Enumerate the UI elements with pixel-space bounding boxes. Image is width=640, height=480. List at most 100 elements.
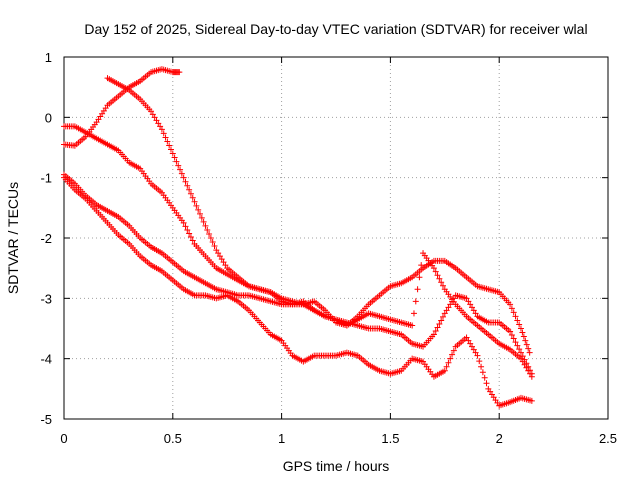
data-point (182, 178, 189, 185)
data-point (195, 206, 202, 213)
data-point (177, 166, 184, 173)
data-point (478, 363, 485, 370)
data-point (149, 111, 156, 118)
data-point (410, 310, 417, 317)
data-point (523, 364, 530, 371)
data-point (512, 339, 519, 346)
data-point (204, 226, 211, 233)
data-point (510, 309, 517, 316)
data-point (441, 310, 448, 317)
data-point (220, 259, 227, 266)
data-point (470, 307, 477, 314)
data-point (216, 253, 223, 260)
data-point (164, 138, 171, 145)
data-point (528, 397, 535, 404)
data-point (463, 334, 470, 341)
data-point (202, 222, 209, 229)
data-point (211, 243, 218, 250)
data-point (438, 317, 445, 324)
data-point (441, 367, 448, 374)
x-tick-label: 0.5 (164, 431, 182, 446)
data-point (166, 142, 173, 149)
data-point (516, 346, 523, 353)
data-point (162, 134, 169, 141)
data-point (434, 272, 441, 279)
data-point (180, 219, 187, 226)
data-point (510, 335, 517, 342)
chart-title: Day 152 of 2025, Sidereal Day-to-day VTE… (84, 21, 587, 37)
series-track-3 (61, 123, 535, 377)
data-point (525, 367, 532, 374)
data-point (526, 349, 533, 356)
data-point (523, 341, 530, 348)
data-point (507, 301, 514, 308)
data-point (517, 349, 524, 356)
data-point (184, 226, 191, 233)
data-point (176, 69, 183, 76)
data-point (514, 342, 521, 349)
data-point (148, 108, 155, 115)
series-track-4 (61, 171, 535, 380)
y-tick-label: -4 (40, 352, 52, 367)
data-point (439, 282, 446, 289)
data-point (416, 274, 423, 281)
y-tick-label: -1 (40, 171, 52, 186)
data-point (409, 322, 416, 329)
data-point (474, 352, 481, 359)
data-point (412, 298, 419, 305)
data-point (469, 343, 475, 350)
data-point (517, 325, 524, 332)
data-point (193, 202, 200, 209)
data-point (443, 363, 450, 370)
data-point (463, 295, 470, 302)
data-point (436, 275, 443, 282)
x-tick-label: 0 (60, 431, 67, 446)
data-point (182, 223, 189, 230)
data-point (200, 218, 207, 225)
data-point (222, 262, 229, 269)
data-point (414, 286, 421, 293)
y-axis-label: SDTVAR / TECUs (5, 182, 21, 294)
data-point (215, 250, 222, 257)
data-point (449, 351, 456, 358)
data-point (465, 298, 472, 305)
data-point (472, 310, 479, 317)
data-point (467, 340, 474, 347)
data-point (189, 237, 196, 244)
data-point (481, 374, 488, 381)
data-point (432, 268, 439, 275)
data-point (438, 279, 445, 286)
data-point (483, 380, 490, 387)
y-tick-label: 1 (45, 50, 52, 65)
data-point (155, 120, 162, 127)
data-point (153, 117, 160, 124)
y-tick-label: -5 (40, 412, 52, 427)
data-point (445, 304, 452, 311)
data-point (514, 317, 521, 324)
data-point (517, 355, 524, 362)
data-point (450, 347, 457, 354)
data-point (160, 130, 167, 137)
data-point (218, 256, 225, 263)
data-marks (61, 66, 535, 409)
data-point (207, 235, 214, 241)
data-point (439, 313, 446, 320)
data-point (157, 123, 164, 130)
data-point (516, 321, 523, 328)
data-point (447, 301, 454, 308)
data-point (512, 313, 519, 320)
data-point (508, 305, 515, 312)
data-point (198, 214, 205, 221)
data-point (430, 265, 437, 272)
data-point (418, 262, 425, 269)
data-point (180, 174, 187, 181)
data-point (525, 345, 532, 352)
data-point (527, 370, 534, 377)
data-point (447, 355, 454, 362)
data-point (186, 230, 193, 237)
data-point (197, 210, 203, 217)
y-tick-label: 0 (45, 110, 52, 125)
data-point (173, 158, 180, 165)
data-point (522, 337, 529, 344)
